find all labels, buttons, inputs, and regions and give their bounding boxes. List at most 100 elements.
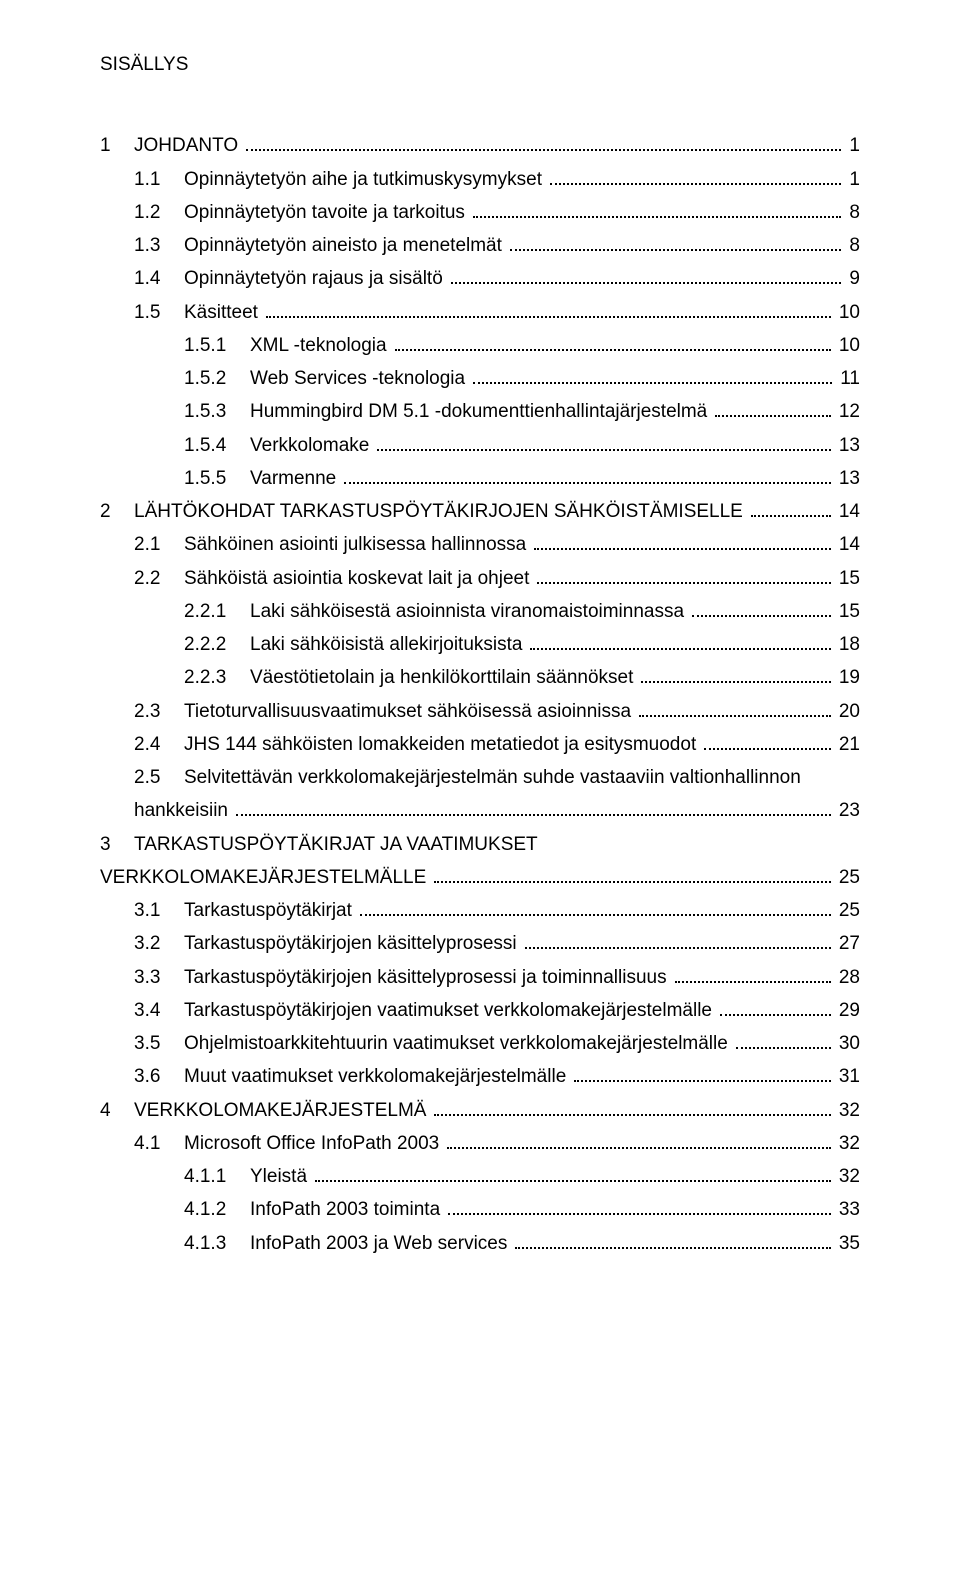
toc-entry: 1.5.5Varmenne13 xyxy=(100,462,860,495)
toc-entry-label: JHS 144 sähköisten lomakkeiden metatiedo… xyxy=(184,728,700,761)
toc-entry: 4.1.3InfoPath 2003 ja Web services35 xyxy=(100,1227,860,1260)
toc-entry-label: Käsitteet xyxy=(184,296,262,329)
toc-entry-number: 2.2 xyxy=(134,562,184,595)
toc-leader-dots xyxy=(447,1132,831,1149)
toc-entry-label: XML -teknologia xyxy=(250,329,391,362)
toc-entry-number: 2.3 xyxy=(134,695,184,728)
toc-entry: 2.2Sähköistä asiointia koskevat lait ja … xyxy=(100,562,860,595)
toc-entry-label: Opinnäytetyön rajaus ja sisältö xyxy=(184,262,447,295)
toc-entry-number: 1.5.3 xyxy=(184,395,250,428)
document-page: SISÄLLYS 1JOHDANTO11.1Opinnäytetyön aihe… xyxy=(0,0,960,1569)
toc-leader-dots xyxy=(395,334,831,351)
toc-entry: 1.2Opinnäytetyön tavoite ja tarkoitus8 xyxy=(100,196,860,229)
toc-entry-number: 1.3 xyxy=(134,229,184,262)
toc-entry: 4.1.2InfoPath 2003 toiminta33 xyxy=(100,1193,860,1226)
toc-entry-number: 1.5.4 xyxy=(184,429,250,462)
toc-entry-page: 8 xyxy=(845,229,860,262)
toc-entry: 1.5.1XML -teknologia 10 xyxy=(100,329,860,362)
toc-entry-label: Hummingbird DM 5.1 -dokumenttienhallinta… xyxy=(250,395,711,428)
toc-entry-number: 2 xyxy=(100,495,134,528)
toc-entry-label: Opinnäytetyön tavoite ja tarkoitus xyxy=(184,196,469,229)
toc-entry-label: VERKKOLOMAKEJÄRJESTELMÄLLE xyxy=(100,861,430,894)
toc-entry-page: 21 xyxy=(835,728,860,761)
toc-entry-number: 1 xyxy=(100,129,134,162)
toc-entry-page: 32 xyxy=(835,1127,860,1160)
toc-leader-dots xyxy=(692,600,831,617)
toc-entry: 2.3Tietoturvallisuusvaatimukset sähköise… xyxy=(100,695,860,728)
toc-entry-label: hankkeisiin xyxy=(134,794,232,827)
toc-leader-dots xyxy=(715,400,831,417)
toc-entry-page: 13 xyxy=(835,429,860,462)
toc-leader-dots xyxy=(641,666,830,683)
toc-leader-dots xyxy=(534,533,831,550)
toc-entry: 2.4JHS 144 sähköisten lomakkeiden metati… xyxy=(100,728,860,761)
toc-entry-label: Laki sähköisistä allekirjoituksista xyxy=(250,628,526,661)
toc-leader-dots xyxy=(704,733,831,750)
toc-entry: 2.2.1Laki sähköisestä asioinnista virano… xyxy=(100,595,860,628)
toc-entry: 1.5.2Web Services -teknologia11 xyxy=(100,362,860,395)
toc-entry: 2.2.2Laki sähköisistä allekirjoituksista… xyxy=(100,628,860,661)
toc-entry-label: Selvitettävän verkkolomakejärjestelmän s… xyxy=(184,761,805,794)
table-of-contents: 1JOHDANTO11.1Opinnäytetyön aihe ja tutki… xyxy=(100,129,860,1260)
toc-entry: 3.5Ohjelmistoarkkitehtuurin vaatimukset … xyxy=(100,1027,860,1060)
toc-entry-label: Tietoturvallisuusvaatimukset sähköisessä… xyxy=(184,695,635,728)
toc-entry: 1.4Opinnäytetyön rajaus ja sisältö9 xyxy=(100,262,860,295)
toc-entry-page: 10 xyxy=(835,296,860,329)
toc-entry: 4.1.1Yleistä32 xyxy=(100,1160,860,1193)
toc-entry-label: Tarkastuspöytäkirjojen käsittelyprosessi… xyxy=(184,961,671,994)
toc-leader-dots xyxy=(525,932,831,949)
toc-entry-label: Varmenne xyxy=(250,462,340,495)
toc-entry-page: 13 xyxy=(835,462,860,495)
toc-entry: VERKKOLOMAKEJÄRJESTELMÄLLE25 xyxy=(100,861,860,894)
toc-entry: 2.1Sähköinen asiointi julkisessa hallinn… xyxy=(100,528,860,561)
toc-entry-label: TARKASTUSPÖYTÄKIRJAT JA VAATIMUKSET xyxy=(134,828,542,861)
toc-entry: 3.3Tarkastuspöytäkirjojen käsittelyprose… xyxy=(100,961,860,994)
toc-entry-page: 1 xyxy=(845,129,860,162)
toc-entry: 4.1Microsoft Office InfoPath 200332 xyxy=(100,1127,860,1160)
toc-entry-label: Opinnäytetyön aihe ja tutkimuskysymykset xyxy=(184,163,546,196)
toc-leader-dots xyxy=(537,566,830,583)
toc-entry-number: 3 xyxy=(100,828,134,861)
toc-entry: 1.5.3Hummingbird DM 5.1 -dokumenttienhal… xyxy=(100,395,860,428)
toc-leader-dots xyxy=(510,234,842,251)
toc-entry-number: 3.4 xyxy=(134,994,184,1027)
toc-entry: 1.5.4Verkkolomake13 xyxy=(100,429,860,462)
toc-leader-dots xyxy=(639,699,831,716)
toc-leader-dots xyxy=(377,433,831,450)
toc-entry-label: Tarkastuspöytäkirjojen vaatimukset verkk… xyxy=(184,994,716,1027)
toc-entry-page: 32 xyxy=(835,1160,860,1193)
toc-entry-label: Microsoft Office InfoPath 2003 xyxy=(184,1127,443,1160)
toc-entry-page: 29 xyxy=(835,994,860,1027)
toc-entry-page: 8 xyxy=(845,196,860,229)
toc-entry-number: 1.5.1 xyxy=(184,329,250,362)
toc-entry-page: 10 xyxy=(835,329,860,362)
toc-entry-label: Yleistä xyxy=(250,1160,311,1193)
toc-entry-page: 28 xyxy=(835,961,860,994)
toc-entry: 3.1Tarkastuspöytäkirjat25 xyxy=(100,894,860,927)
toc-entry-number: 1.5 xyxy=(134,296,184,329)
toc-entry-page: 15 xyxy=(835,595,860,628)
toc-entry-page: 32 xyxy=(835,1094,860,1127)
toc-entry-number: 2.1 xyxy=(134,528,184,561)
toc-entry-page: 31 xyxy=(835,1060,860,1093)
toc-entry-number: 1.5.2 xyxy=(184,362,250,395)
toc-leader-dots xyxy=(451,267,842,284)
toc-entry-page: 33 xyxy=(835,1193,860,1226)
toc-leader-dots xyxy=(473,201,841,218)
toc-entry-label: Laki sähköisestä asioinnista viranomaist… xyxy=(250,595,688,628)
toc-entry: hankkeisiin23 xyxy=(100,794,860,827)
toc-leader-dots xyxy=(751,500,831,517)
toc-entry: 1.5Käsitteet 10 xyxy=(100,296,860,329)
toc-entry: 1.1Opinnäytetyön aihe ja tutkimuskysymyk… xyxy=(100,163,860,196)
toc-leader-dots xyxy=(515,1231,831,1248)
toc-leader-dots xyxy=(530,633,830,650)
toc-entry-page: 35 xyxy=(835,1227,860,1260)
toc-entry-number: 4.1.3 xyxy=(184,1227,250,1260)
toc-entry-number: 3.3 xyxy=(134,961,184,994)
toc-entry-page: 27 xyxy=(835,927,860,960)
toc-entry-number: 2.5 xyxy=(134,761,184,794)
toc-leader-dots xyxy=(550,167,841,184)
toc-entry: 2.2.3Väestötietolain ja henkilökorttilai… xyxy=(100,661,860,694)
toc-leader-dots xyxy=(360,899,831,916)
toc-entry-number: 1.1 xyxy=(134,163,184,196)
